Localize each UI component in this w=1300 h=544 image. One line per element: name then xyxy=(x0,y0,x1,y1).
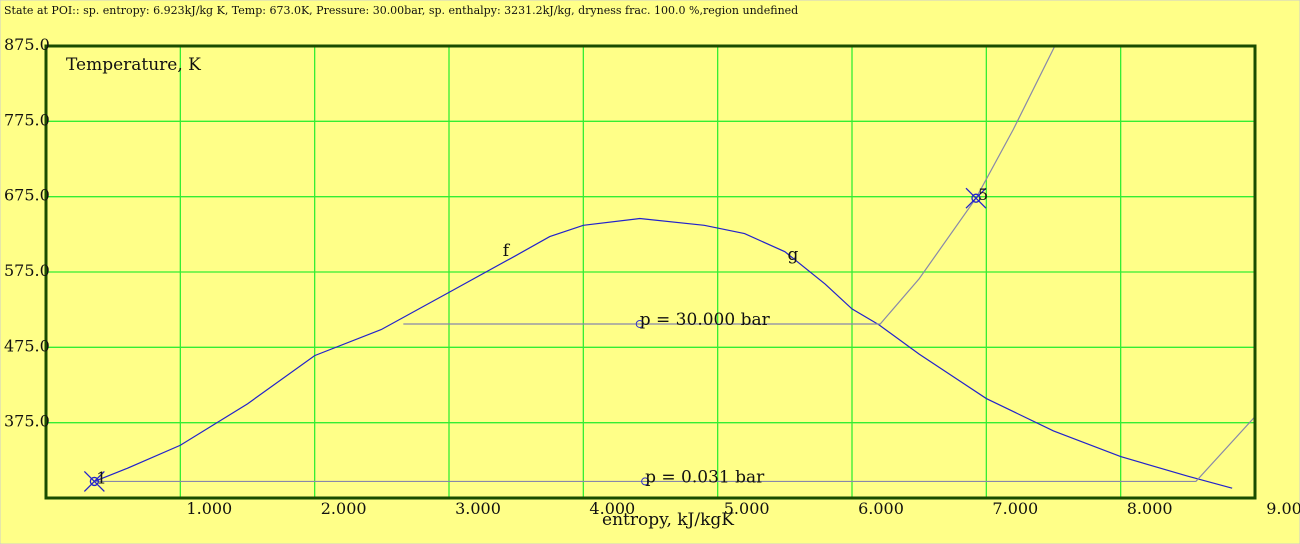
curve xyxy=(94,217,1233,489)
y-tick-label: 575.0 xyxy=(4,261,50,280)
x-tick-label: 5.000 xyxy=(724,499,770,518)
annotation: g xyxy=(788,245,799,265)
y-tick-label: 475.0 xyxy=(4,336,50,355)
isobar-label: p = 30.000 bar xyxy=(640,310,771,330)
isobar-point xyxy=(641,477,650,486)
x-tick-label: 8.000 xyxy=(1127,499,1173,518)
state-cross xyxy=(965,187,987,209)
isobar-label: p = 0.031 bar xyxy=(645,467,765,487)
y-tick-label: 775.0 xyxy=(4,110,50,129)
x-tick-label: 7.000 xyxy=(992,499,1038,518)
x-tick-label: 4.000 xyxy=(589,499,635,518)
isobar-point xyxy=(635,319,644,328)
x-tick-label: 6.000 xyxy=(858,499,904,518)
state-point xyxy=(83,470,105,492)
annotation: f xyxy=(503,241,511,261)
x-tick-label: 2.000 xyxy=(321,499,367,518)
state-label: 5 xyxy=(978,185,988,204)
x-tick-label: 3.000 xyxy=(455,499,501,518)
y-axis-label: Temperature, K xyxy=(66,55,201,75)
state-circle xyxy=(971,193,981,203)
curve xyxy=(94,416,1255,483)
x-axis-label: entropy, kJ/kgK xyxy=(602,510,734,530)
plot-frame xyxy=(44,44,1257,500)
plot-area xyxy=(94,46,1255,489)
status-text: State at POI:: sp. entropy: 6.923kJ/kg K… xyxy=(4,4,798,17)
state-circle xyxy=(89,476,100,487)
x-tick-label: 9.00 xyxy=(1266,499,1300,518)
y-tick-label: 375.0 xyxy=(4,412,50,431)
state-cross xyxy=(83,470,105,492)
y-tick-label: 675.0 xyxy=(4,186,50,205)
state-point xyxy=(965,187,987,209)
y-tick-label: 875.0 xyxy=(4,35,50,54)
state-label: 1 xyxy=(96,468,106,487)
curve xyxy=(403,46,1056,325)
x-tick-label: 1.000 xyxy=(186,499,232,518)
